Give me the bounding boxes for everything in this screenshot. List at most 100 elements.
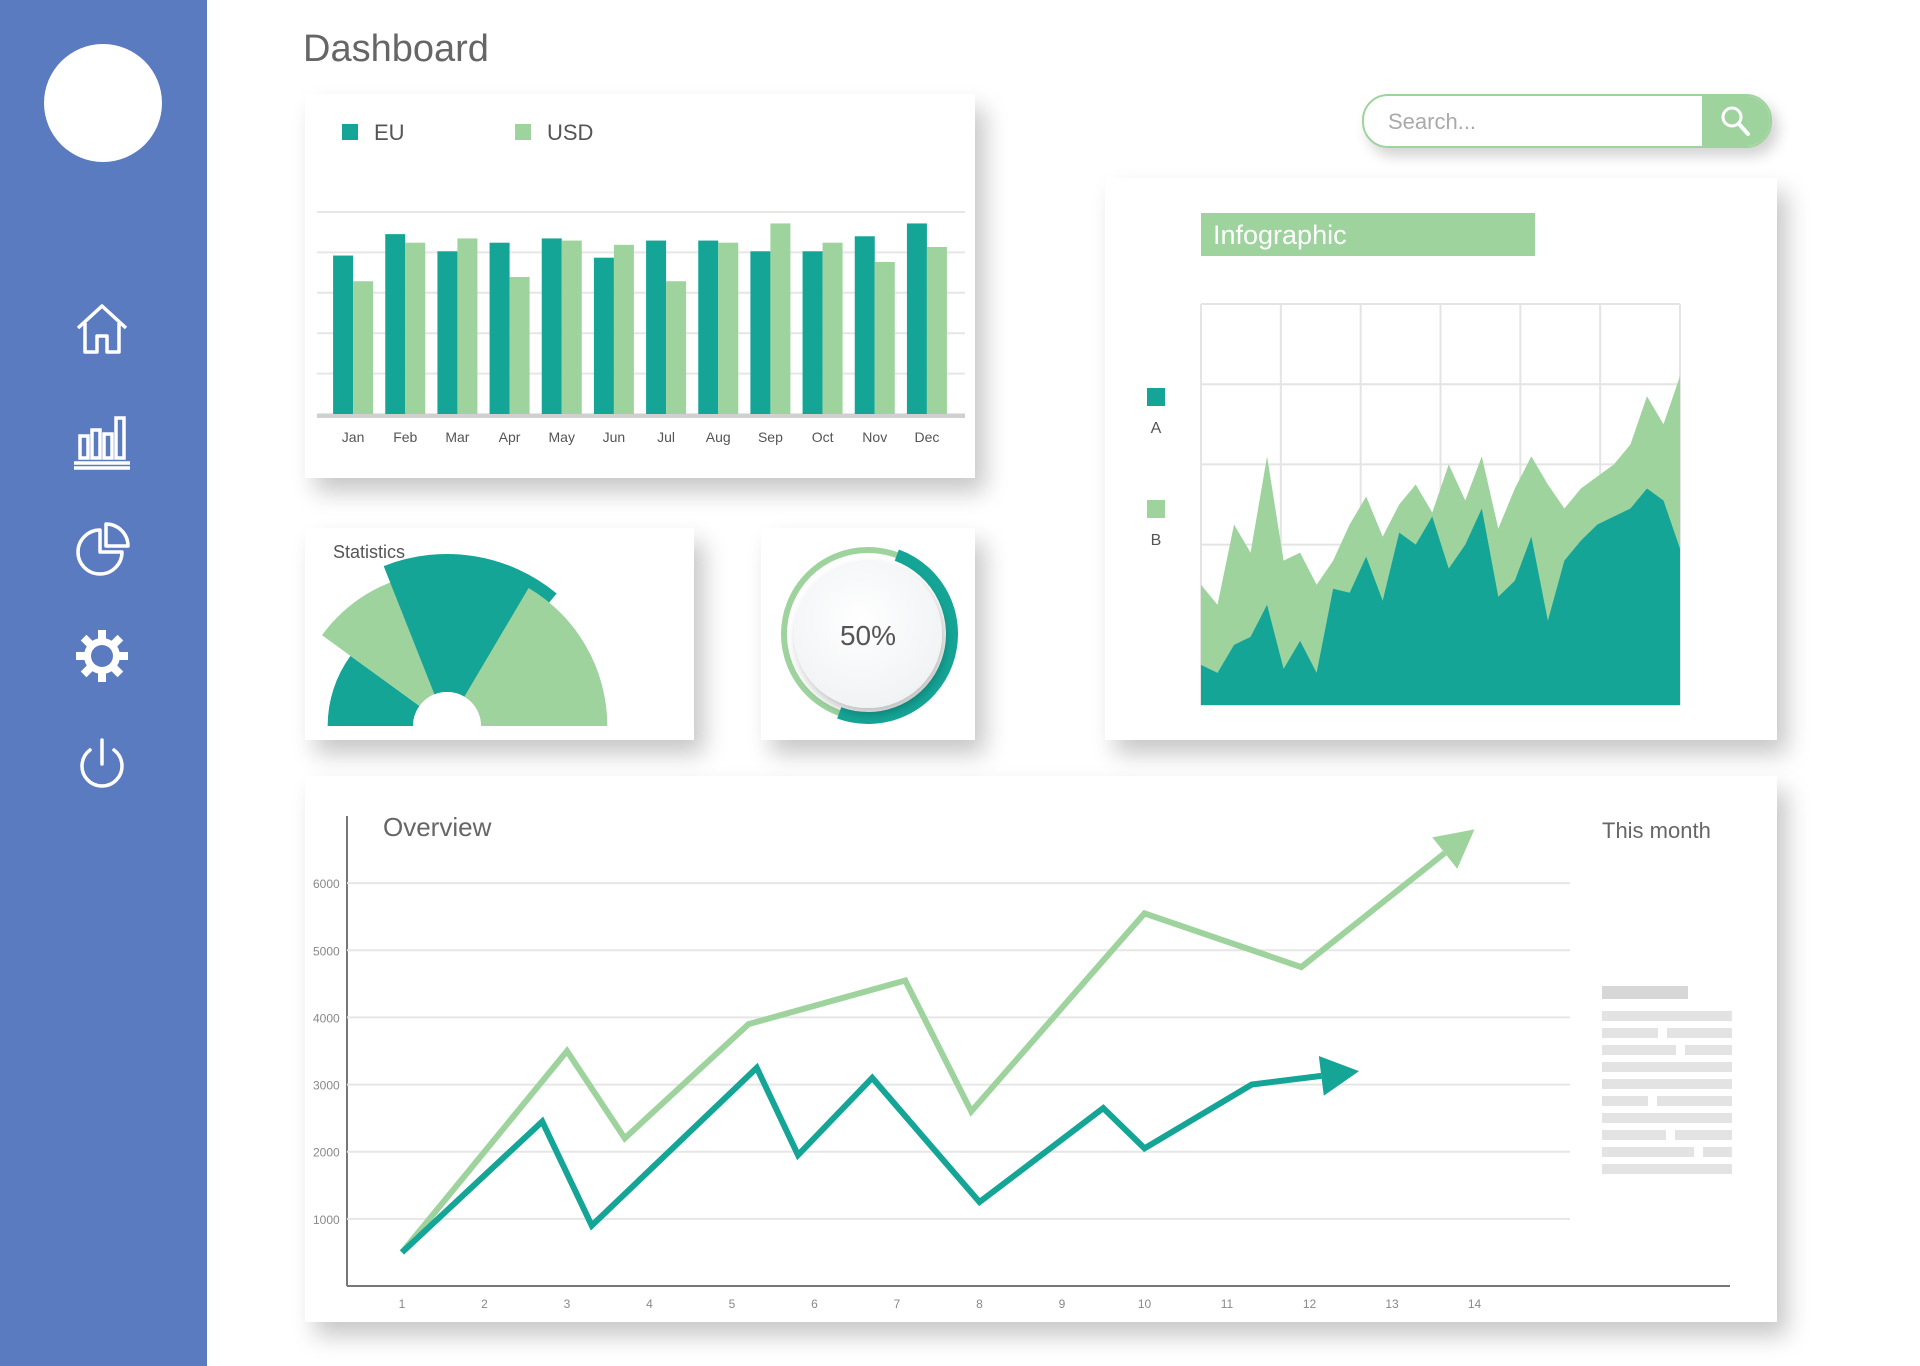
legend-label-a: A	[1151, 420, 1162, 437]
x-tick-label: 6	[811, 1297, 818, 1311]
sidebar-item-statistics[interactable]	[70, 408, 134, 472]
x-tick-label: 12	[1303, 1297, 1317, 1311]
bar-eu-may	[541, 238, 562, 414]
gauge-card: 50%	[761, 528, 975, 740]
y-tick-label: 6000	[313, 877, 340, 891]
statistics-chart	[322, 554, 608, 726]
bar-chart: EU USD Jan Feb Mar Apr May Jun Jul Aug Sep Oct Nov De…	[317, 120, 965, 445]
search-button[interactable]	[1702, 96, 1770, 146]
x-tick-label: Jun	[603, 429, 626, 445]
x-tick-label: 7	[894, 1297, 901, 1311]
bar-eu-jun	[593, 257, 614, 414]
bar-usd-jun	[613, 244, 634, 414]
legend-label-usd: USD	[547, 120, 593, 145]
sidebar-item-settings[interactable]	[70, 624, 134, 688]
bar-usd-jul	[666, 281, 687, 414]
bar-chart-card: EU USD Jan Feb Mar Apr May Jun Jul Aug Sep Oct Nov De…	[305, 94, 975, 478]
bar-chart-icon	[74, 416, 130, 470]
statistics-card: Statistics	[305, 528, 694, 740]
statistics-segment	[464, 588, 608, 726]
infographic-card: Infographic A B	[1105, 178, 1777, 740]
y-tick-label: 3000	[313, 1079, 340, 1093]
area-series-a	[1201, 488, 1680, 705]
overview-series-2-line	[399, 1062, 1322, 1255]
x-tick-label: Jul	[657, 429, 675, 445]
bar-eu-nov	[854, 236, 875, 414]
this-month-placeholder-text	[1602, 986, 1732, 1174]
statistics-segment	[327, 655, 420, 726]
bar-usd-aug	[718, 242, 739, 414]
bar-eu-jul	[646, 240, 667, 414]
x-tick-label: Feb	[393, 429, 417, 445]
x-tick-label: 14	[1468, 1297, 1482, 1311]
infographic-title: Infographic	[1213, 220, 1347, 250]
gear-icon	[76, 630, 128, 682]
x-tick-label: Dec	[914, 429, 939, 445]
progress-gauge: 50%	[781, 547, 958, 724]
bar-usd-jan	[353, 281, 374, 414]
bar-usd-mar	[457, 238, 478, 414]
overview-series-1-line	[399, 850, 1447, 1255]
sidebar-item-logout[interactable]	[70, 734, 134, 798]
x-tick-label: 11	[1221, 1297, 1234, 1311]
x-tick-label: 10	[1138, 1297, 1152, 1311]
sound-wave-logo[interactable]	[44, 44, 162, 162]
search-icon	[1721, 106, 1750, 136]
gauge-progress	[837, 549, 958, 724]
x-tick-label: 5	[729, 1297, 736, 1311]
y-tick-label: 1000	[313, 1213, 340, 1227]
legend-swatch-b	[1147, 500, 1165, 518]
legend-label-eu: EU	[374, 120, 405, 145]
pie-chart-icon	[76, 522, 130, 576]
bar-eu-dec	[906, 223, 927, 414]
bar-usd-sep	[770, 223, 791, 414]
bar-usd-apr	[509, 276, 530, 414]
page-title: Dashboard	[303, 28, 489, 70]
overview-card: Overview This month 1000 2000 3000 4000 5000…	[305, 776, 1777, 1322]
bar-eu-jan	[333, 255, 354, 414]
overview-chart: Overview This month 1000 2000 3000 4000 5000…	[313, 812, 1732, 1311]
bar-usd-nov	[874, 261, 895, 414]
search-bar	[1362, 94, 1772, 148]
bar-eu-feb	[385, 234, 406, 414]
legend-swatch-a	[1147, 388, 1165, 406]
x-tick-label: 1	[399, 1297, 406, 1311]
x-tick-label: Oct	[812, 429, 834, 445]
x-tick-label: Mar	[445, 429, 469, 445]
search-input[interactable]	[1386, 96, 1710, 146]
y-tick-label: 5000	[313, 944, 340, 958]
bar-usd-may	[561, 240, 582, 414]
x-tick-label: 4	[646, 1297, 653, 1311]
sidebar-item-home[interactable]	[70, 298, 134, 362]
statistics-segment	[383, 554, 557, 700]
bar-eu-sep	[750, 251, 771, 414]
bar-usd-feb	[405, 242, 426, 414]
y-tick-label: 2000	[313, 1146, 340, 1160]
x-tick-label: Apr	[499, 429, 521, 445]
x-tick-label: 8	[976, 1297, 983, 1311]
this-month-label: This month	[1602, 818, 1711, 843]
bar-usd-dec	[926, 246, 947, 414]
legend-label-b: B	[1151, 532, 1162, 549]
x-tick-label: Aug	[706, 429, 731, 445]
statistics-title: Statistics	[333, 542, 406, 562]
overview-series-1-arrowhead	[1432, 829, 1475, 869]
x-tick-label: Sep	[758, 429, 783, 445]
x-tick-label: Nov	[862, 429, 887, 445]
home-icon	[76, 304, 128, 354]
y-tick-label: 4000	[313, 1011, 340, 1025]
x-tick-label: 3	[564, 1297, 571, 1311]
gauge-knob	[794, 560, 942, 708]
sidebar-item-reports[interactable]	[70, 516, 134, 580]
bar-eu-aug	[698, 240, 719, 414]
area-chart: Infographic A B	[1147, 213, 1681, 706]
overview-title: Overview	[383, 812, 492, 842]
bar-eu-oct	[802, 251, 823, 414]
x-tick-label: 13	[1385, 1297, 1399, 1311]
infographic-title-bar	[1201, 213, 1535, 256]
bar-usd-oct	[822, 242, 843, 414]
x-tick-label: 2	[481, 1297, 488, 1311]
statistics-center-hole	[413, 692, 481, 726]
x-tick-label: Jan	[342, 429, 365, 445]
legend-swatch-usd	[515, 124, 531, 140]
